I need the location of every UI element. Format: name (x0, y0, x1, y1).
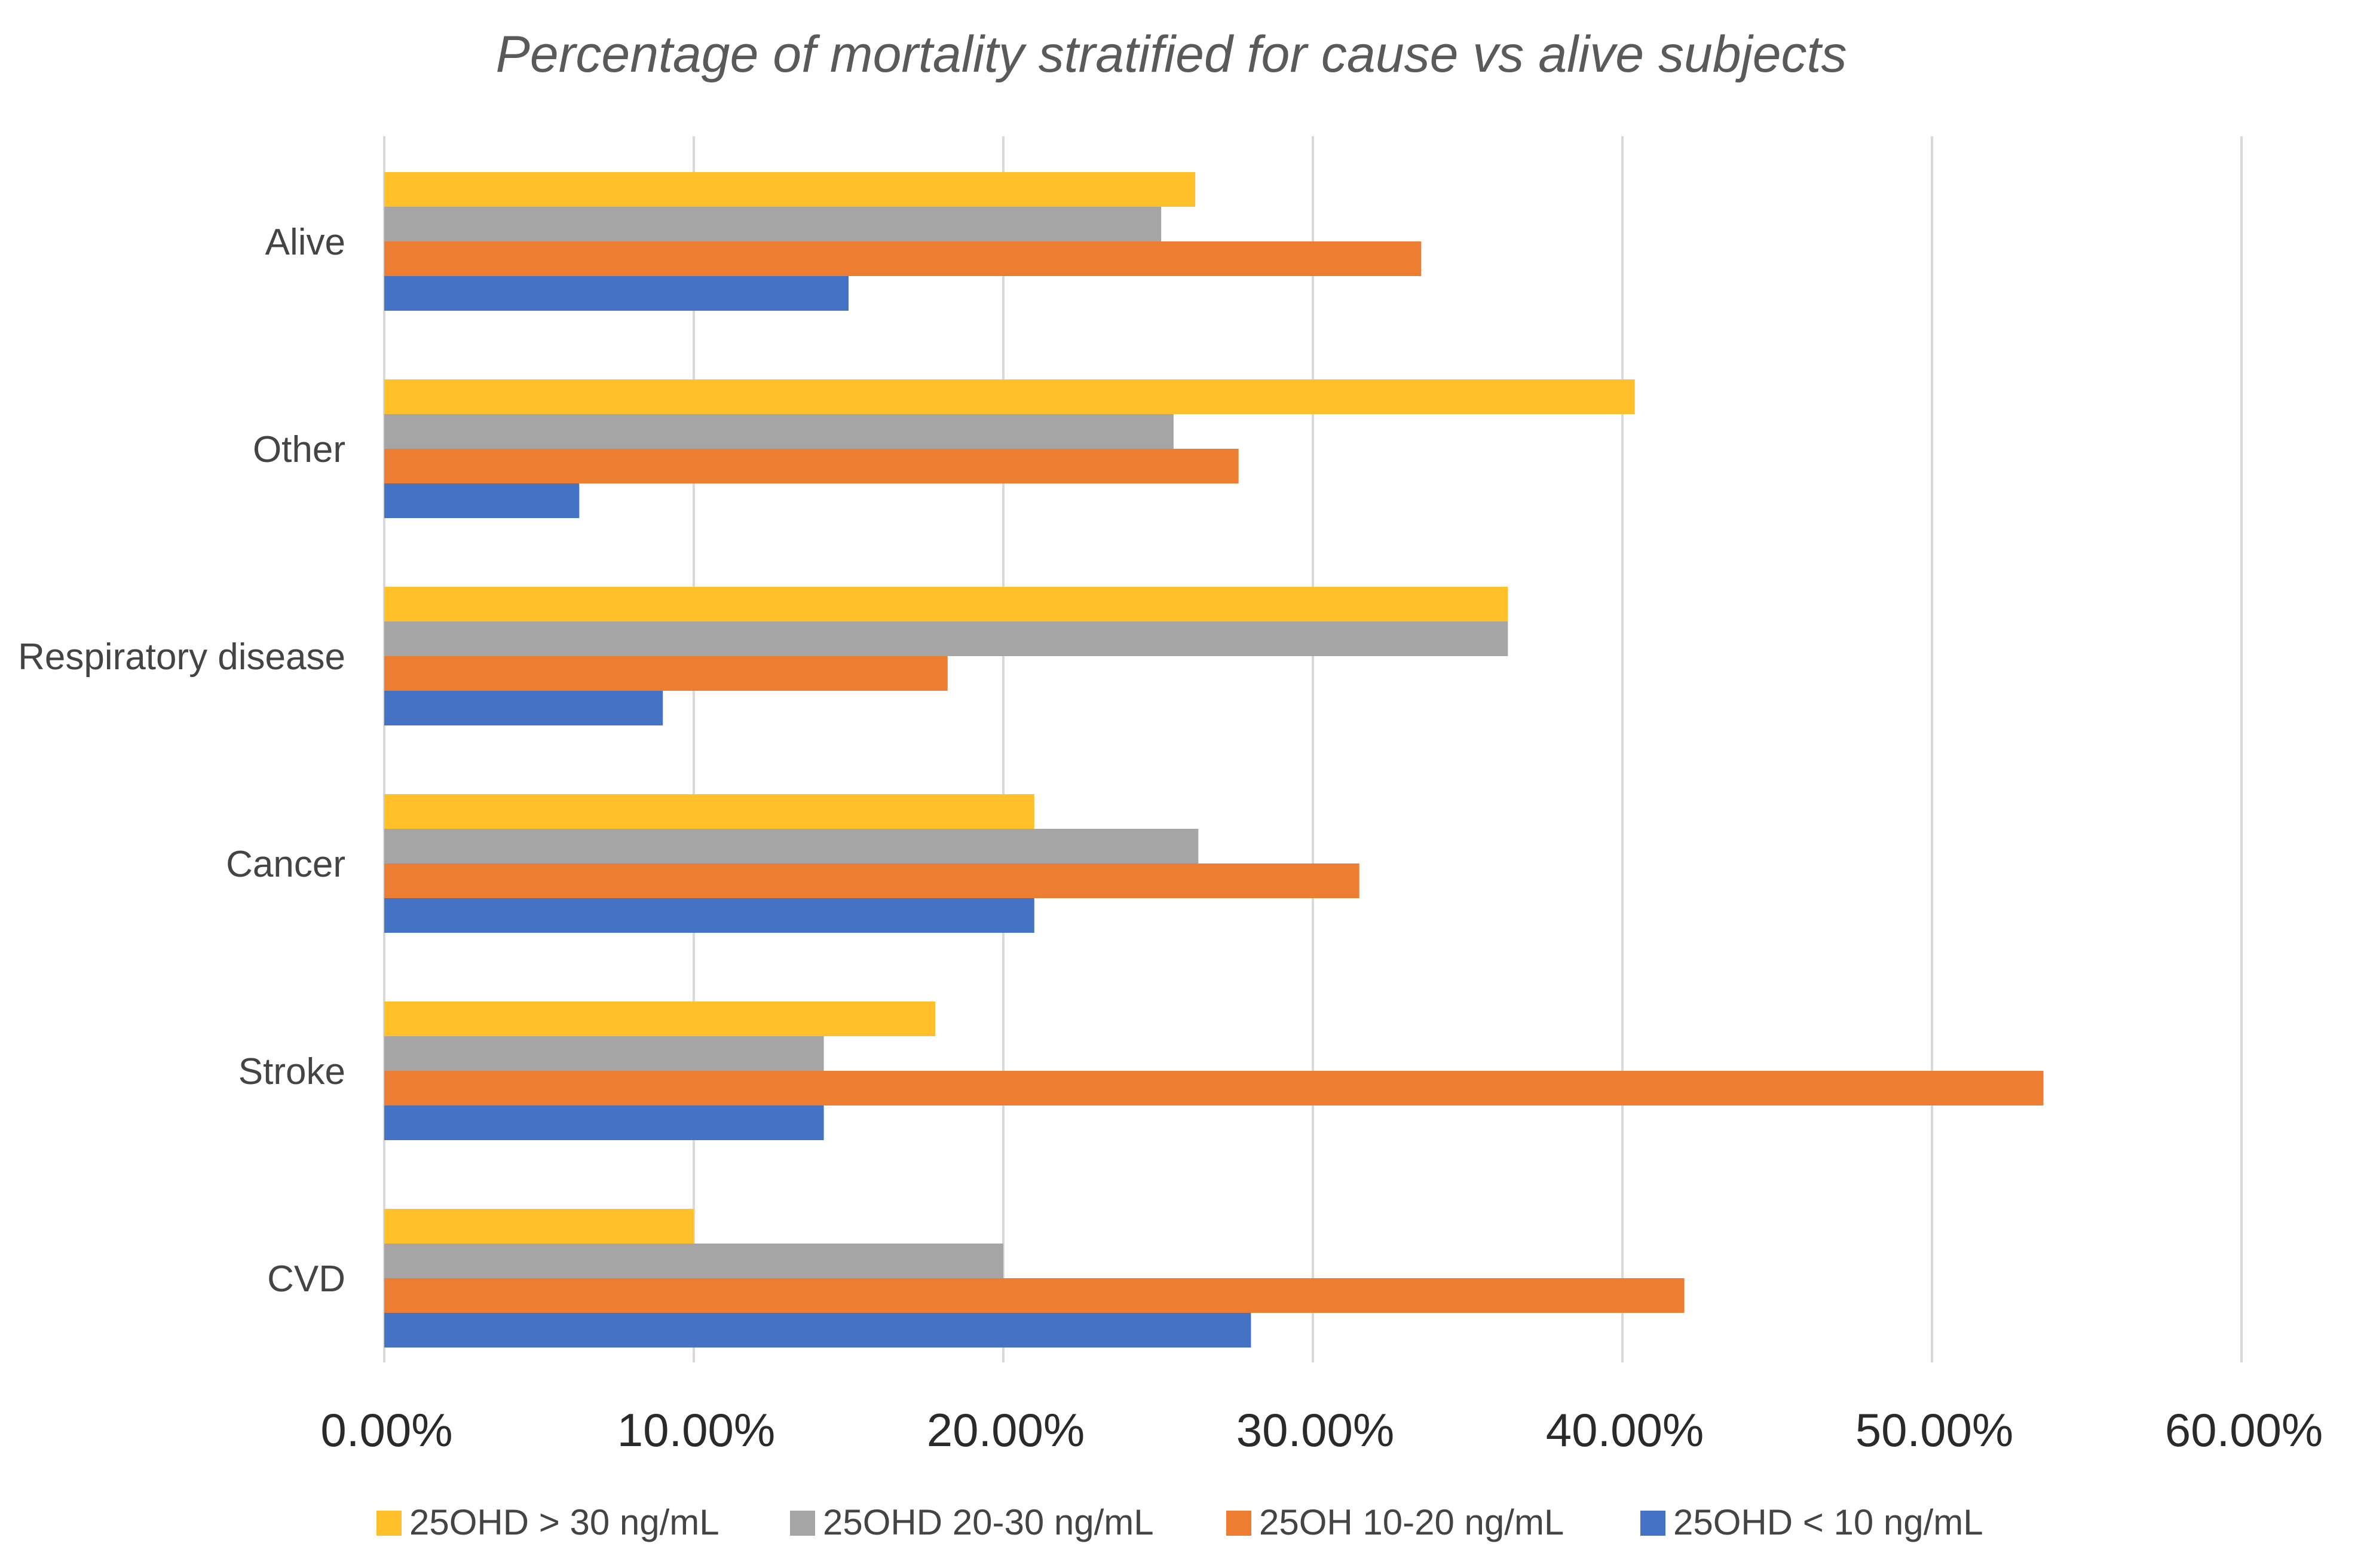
category-label-cvd: CVD (267, 1258, 345, 1300)
legend-label-4: 25OHD < 10 ng/mL (1673, 1502, 1983, 1542)
legend-label-3: 25OH 10-20 ng/mL (1259, 1502, 1564, 1542)
bar-cancer-series-2 (384, 829, 1199, 863)
bar-other-series-3 (384, 449, 1239, 483)
legend: 25OHD > 30 ng/mL 25OHD 20-30 ng/mL 25OH 10… (376, 1502, 1983, 1542)
bar-alive-series-3 (384, 241, 1422, 276)
x-tick-label-60: 60.00% (2165, 1404, 2323, 1456)
bar-alive-series-4 (384, 276, 849, 311)
category-label-other: Other (253, 429, 345, 470)
bar-respiratory-disease-series-1 (384, 587, 1508, 621)
bar-cvd-series-3 (384, 1278, 1685, 1313)
x-tick-label-20: 20.00% (927, 1404, 1085, 1456)
category-label-cancer: Cancer (226, 844, 345, 885)
bar-stroke-series-3 (384, 1071, 2044, 1105)
bar-alive-series-1 (384, 172, 1196, 207)
bar-other-series-1 (384, 379, 1635, 414)
bar-stroke-series-1 (384, 1002, 936, 1036)
bar-cvd-series-2 (384, 1244, 1003, 1278)
x-tick-label-50: 50.00% (1855, 1404, 2014, 1456)
legend-label-1: 25OHD > 30 ng/mL (409, 1502, 719, 1542)
bar-alive-series-2 (384, 207, 1162, 241)
category-label-respiratory-disease: Respiratory disease (18, 636, 345, 678)
bar-cvd-series-1 (384, 1209, 694, 1244)
bar-other-series-4 (384, 483, 580, 518)
bar-respiratory-disease-series-3 (384, 656, 948, 691)
category-label-stroke: Stroke (238, 1051, 345, 1092)
bar-cancer-series-3 (384, 863, 1359, 898)
legend-swatch-3 (1226, 1511, 1251, 1536)
legend-swatch-4 (1640, 1511, 1665, 1536)
bar-other-series-2 (384, 414, 1174, 449)
bars (384, 172, 2044, 1348)
legend-swatch-2 (790, 1511, 815, 1536)
x-axis-tick-labels: 0.00% 10.00% 20.00% 30.00% 40.00% 50.00% 60.00… (320, 1404, 2323, 1456)
bar-cancer-series-1 (384, 794, 1034, 829)
x-tick-label-40: 40.00% (1546, 1404, 1704, 1456)
bar-stroke-series-2 (384, 1036, 824, 1071)
legend-swatch-1 (376, 1511, 402, 1536)
chart-title: Percentage of mortality stratified for c… (496, 26, 1847, 83)
category-label-alive: Alive (265, 222, 345, 263)
gridlines (383, 136, 2243, 1362)
category-labels: Alive Other Respiratory disease Cancer Strok… (18, 222, 345, 1300)
x-tick-label-30: 30.00% (1236, 1404, 1395, 1456)
bar-stroke-series-4 (384, 1105, 824, 1140)
bar-cvd-series-4 (384, 1313, 1251, 1348)
legend-label-2: 25OHD 20-30 ng/mL (823, 1502, 1154, 1542)
bar-respiratory-disease-series-4 (384, 691, 663, 725)
x-tick-label-0: 0.00% (320, 1404, 452, 1456)
bar-respiratory-disease-series-2 (384, 621, 1508, 656)
bar-cancer-series-4 (384, 898, 1034, 933)
x-tick-label-10: 10.00% (617, 1404, 776, 1456)
